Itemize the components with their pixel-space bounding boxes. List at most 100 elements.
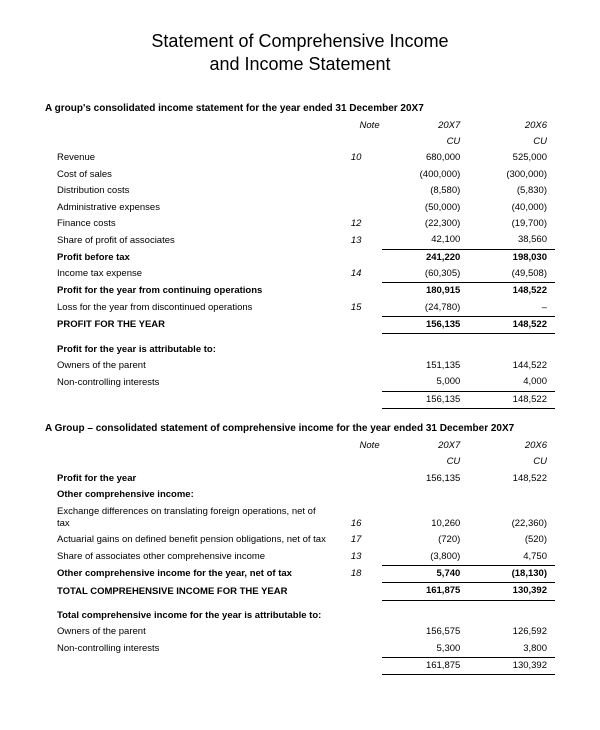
row-y2: 3,800	[468, 641, 555, 658]
row-label: Income tax expense	[45, 266, 331, 283]
table-row: Distribution costs(8,580)(5,830)	[45, 183, 555, 199]
row-y1: 156,135	[382, 316, 469, 333]
note-header: Note	[331, 118, 382, 134]
row-note	[331, 316, 382, 333]
title-line1: Statement of Comprehensive Income	[151, 31, 448, 51]
attrib2-heading-row: Total comprehensive income for the year …	[45, 600, 555, 624]
unit1b: CU	[382, 454, 469, 470]
row-y1: (3,800)	[382, 549, 469, 566]
row-label: Exchange differences on translating fore…	[45, 504, 331, 533]
row-note: 15	[331, 300, 382, 317]
row-y1: 156,135	[382, 391, 469, 408]
row-y2: (40,000)	[468, 200, 555, 216]
row-y2: (22,360)	[468, 504, 555, 533]
income-statement-table: Note 20X7 20X6 CU CU Revenue10680,000525…	[45, 118, 555, 409]
row-y2: (520)	[468, 532, 555, 548]
row-y1: (720)	[382, 532, 469, 548]
attrib1-heading-row: Profit for the year is attributable to:	[45, 334, 555, 358]
row-y1: 180,915	[382, 283, 469, 300]
row-y2: 525,000	[468, 150, 555, 166]
table-row: 161,875130,392	[45, 658, 555, 675]
row-label: Actuarial gains on defined benefit pensi…	[45, 532, 331, 548]
row-note	[331, 283, 382, 300]
row-label: PROFIT FOR THE YEAR	[45, 316, 331, 333]
row-y1: 156,575	[382, 624, 469, 640]
profit-y1: 156,135	[382, 471, 469, 487]
row-note: 16	[331, 504, 382, 533]
table-row: Share of profit of associates1342,10038,…	[45, 232, 555, 249]
table-row: Exchange differences on translating fore…	[45, 504, 555, 533]
row-label: Distribution costs	[45, 183, 331, 199]
row-label: TOTAL COMPREHENSIVE INCOME FOR THE YEAR	[45, 583, 331, 600]
table-row: Actuarial gains on defined benefit pensi…	[45, 532, 555, 548]
row-note: 12	[331, 216, 382, 232]
row-label: Non-controlling interests	[45, 641, 331, 658]
row-y2: 148,522	[468, 283, 555, 300]
row-note: 18	[331, 565, 382, 582]
row-y1: 151,135	[382, 358, 469, 374]
row-label: Share of profit of associates	[45, 232, 331, 249]
table-row: PROFIT FOR THE YEAR 156,135148,522	[45, 316, 555, 333]
row-y2: (19,700)	[468, 216, 555, 232]
row-note: 13	[331, 549, 382, 566]
row-y1: 680,000	[382, 150, 469, 166]
profit-y2: 148,522	[468, 471, 555, 487]
row-note	[331, 583, 382, 600]
section2-heading: A Group – consolidated statement of comp…	[45, 423, 555, 434]
row-note	[331, 167, 382, 183]
row-y2: –	[468, 300, 555, 317]
row-y1: (50,000)	[382, 200, 469, 216]
row-y1: 5,300	[382, 641, 469, 658]
row-label: Non-controlling interests	[45, 374, 331, 391]
row-note	[331, 249, 382, 266]
header2-row-units: CU CU	[45, 454, 555, 470]
profit-for-year-row: Profit for the year 156,135 148,522	[45, 471, 555, 487]
table-row: Profit before tax241,220198,030	[45, 249, 555, 266]
year2-header: 20X6	[468, 118, 555, 134]
page-title: Statement of Comprehensive Income and In…	[45, 30, 555, 77]
attrib2-heading: Total comprehensive income for the year …	[45, 600, 331, 624]
table-row: Revenue10680,000525,000	[45, 150, 555, 166]
row-y1: (60,305)	[382, 266, 469, 283]
row-y2: (49,508)	[468, 266, 555, 283]
row-label: Finance costs	[45, 216, 331, 232]
row-y2: (18,130)	[468, 565, 555, 582]
row-label: Share of associates other comprehensive …	[45, 549, 331, 566]
row-y1: 161,875	[382, 658, 469, 675]
row-y2: (5,830)	[468, 183, 555, 199]
row-note	[331, 200, 382, 216]
row-y1: 241,220	[382, 249, 469, 266]
unit2: CU	[468, 134, 555, 150]
row-label: Administrative expenses	[45, 200, 331, 216]
table-row: Owners of the parent156,575126,592	[45, 624, 555, 640]
year1b-header: 20X7	[382, 438, 469, 454]
row-label	[45, 391, 331, 408]
year2b-header: 20X6	[468, 438, 555, 454]
row-y1: (24,780)	[382, 300, 469, 317]
table-row: TOTAL COMPREHENSIVE INCOME FOR THE YEAR1…	[45, 583, 555, 600]
oci-heading: Other comprehensive income:	[45, 487, 331, 503]
table-row: Administrative expenses (50,000)(40,000)	[45, 200, 555, 216]
title-line2: and Income Statement	[209, 54, 390, 74]
row-y2: 148,522	[468, 316, 555, 333]
row-label: Loss for the year from discontinued oper…	[45, 300, 331, 317]
table-row: 156,135148,522	[45, 391, 555, 408]
year1-header: 20X7	[382, 118, 469, 134]
row-label: Revenue	[45, 150, 331, 166]
table-row: Profit for the year from continuing oper…	[45, 283, 555, 300]
unit1: CU	[382, 134, 469, 150]
table-row: Non-controlling interests 5,3003,800	[45, 641, 555, 658]
table-row: Finance costs12(22,300)(19,700)	[45, 216, 555, 232]
row-y1: 10,260	[382, 504, 469, 533]
section1-heading: A group's consolidated income statement …	[45, 103, 555, 114]
row-label: Owners of the parent	[45, 624, 331, 640]
table-row: Loss for the year from discontinued oper…	[45, 300, 555, 317]
attrib1-heading: Profit for the year is attributable to:	[45, 334, 331, 358]
row-y1: 42,100	[382, 232, 469, 249]
comprehensive-income-table: Note 20X7 20X6 CU CU Profit for the year…	[45, 438, 555, 675]
row-label: Owners of the parent	[45, 358, 331, 374]
row-y1: (400,000)	[382, 167, 469, 183]
row-y1: 5,000	[382, 374, 469, 391]
row-note	[331, 183, 382, 199]
table-row: Non-controlling interests5,0004,000	[45, 374, 555, 391]
